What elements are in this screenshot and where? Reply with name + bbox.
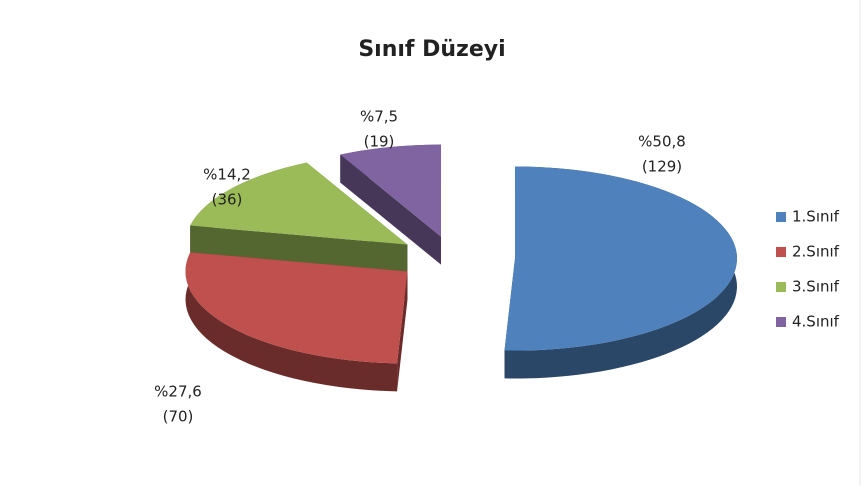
legend-label: 4.Sınıf [792,313,840,331]
slice [185,252,408,364]
data-label: (36) [212,191,243,209]
data-label: (70) [163,408,194,426]
slice [340,144,442,237]
slice-side [190,225,408,273]
data-label: %50,8 [638,133,686,151]
data-label: (129) [642,158,682,176]
chart-title: Sınıf Düzeyi [358,37,505,62]
data-label: %27,6 [154,383,202,401]
data-label: (19) [364,133,395,151]
slice-side [185,252,398,392]
slice [504,166,737,351]
slice [185,252,408,392]
slice-side [340,154,442,265]
slice [190,162,408,245]
data-label: %14,2 [203,166,251,184]
legend-label: 3.Sınıf [792,278,840,296]
slice [504,166,737,379]
legend-label: 1.Sınıf [792,208,840,226]
data-label: %7,5 [360,108,398,126]
slice [190,162,408,273]
slice-side [397,271,408,392]
legend-swatch [776,282,786,292]
legend-swatch [776,212,786,222]
slice [340,144,442,265]
legend-swatch [776,247,786,257]
legend-label: 2.Sınıf [792,243,840,261]
legend-swatch [776,317,786,327]
